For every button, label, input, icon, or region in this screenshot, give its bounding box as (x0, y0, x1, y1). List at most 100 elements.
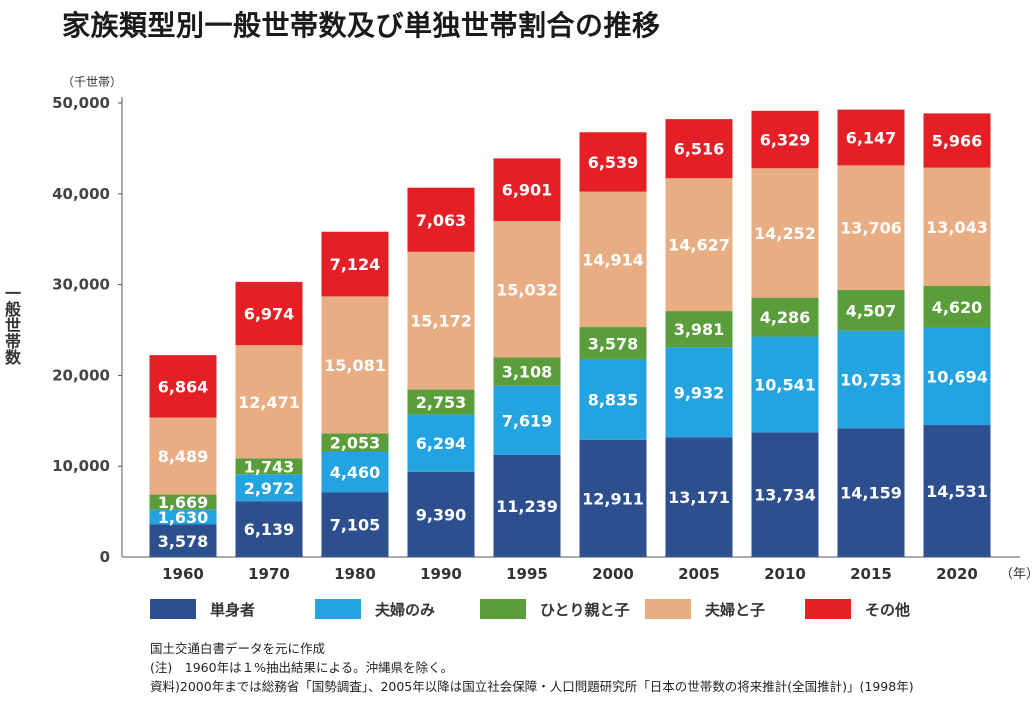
x-tick-label: 2000 (592, 565, 634, 583)
data-label-単身者-2005: 13,171 (668, 488, 730, 507)
bar-ひとり親と子-1990 (407, 389, 475, 415)
bar-その他-2015 (837, 109, 905, 166)
bar-単身者-1995 (493, 454, 561, 557)
data-label-夫婦のみ-2015: 10,753 (840, 371, 902, 390)
data-label-その他-1990: 7,063 (416, 211, 467, 230)
bar-ひとり親と子-2005 (665, 311, 733, 348)
data-label-その他-1960: 6,864 (158, 377, 209, 396)
legend-swatch (480, 599, 526, 619)
y-axis-unit: （千世帯） (62, 75, 122, 89)
bar-夫婦と子-2005 (665, 178, 733, 312)
bar-単身者-2020 (923, 425, 991, 557)
data-label-夫婦と子-1995: 15,032 (496, 280, 558, 299)
data-label-単身者-1960: 3,578 (158, 532, 209, 551)
data-label-夫婦と子-2005: 14,627 (668, 236, 730, 255)
note-data-source: 資料)2000年までは総務省「国勢調査」、2005年以降は国立社会保障・人口問題… (150, 679, 914, 694)
data-label-夫婦と子-2015: 13,706 (840, 219, 902, 238)
bar-夫婦のみ-2005 (665, 347, 733, 438)
legend-label: ひとり親と子 (540, 600, 630, 619)
bar-夫婦と子-1980 (321, 296, 389, 434)
data-label-夫婦のみ-1980: 4,460 (330, 463, 381, 482)
x-tick-label: 1960 (162, 565, 204, 583)
legend-item-夫婦のみ: 夫婦のみ (315, 598, 435, 620)
x-tick-label: 1980 (334, 565, 376, 583)
data-label-夫婦のみ-2005: 9,932 (674, 383, 725, 402)
data-label-夫婦と子-2000: 14,914 (582, 250, 644, 269)
bar-その他-2020 (923, 113, 991, 168)
bar-その他-2000 (579, 132, 647, 192)
x-tick-label: 2005 (678, 565, 720, 583)
y-tick-label: 40,000 (52, 185, 110, 203)
x-axis-unit: （年） (1000, 567, 1036, 582)
data-label-その他-2005: 6,516 (674, 140, 725, 159)
data-label-夫婦と子-2010: 14,252 (754, 224, 816, 243)
chart-title: 家族類型別一般世帯数及び単独世帯割合の推移 (62, 9, 661, 42)
y-tick-label: 50,000 (52, 94, 110, 112)
bar-夫婦と子-2015 (837, 165, 905, 290)
x-tick-label: 2020 (936, 565, 978, 583)
note-caveat: (注) 1960年は１%抽出結果による。沖縄県を除く。 (150, 660, 454, 675)
bar-ひとり親と子-1970 (235, 458, 303, 475)
bar-ひとり親と子-2015 (837, 289, 905, 331)
data-label-ひとり親と子-1995: 3,108 (502, 363, 553, 382)
bar-ひとり親と子-2020 (923, 286, 991, 328)
bar-単身者-2000 (579, 439, 647, 557)
bar-単身者-1960 (149, 524, 217, 557)
bar-ひとり親と子-2010 (751, 297, 819, 337)
y-tick-label: 0 (100, 548, 110, 566)
data-label-その他-2000: 6,539 (588, 153, 639, 172)
data-label-ひとり親と子-2010: 4,286 (760, 308, 811, 327)
bar-夫婦のみ-2015 (837, 330, 905, 429)
data-label-ひとり親と子-1970: 1,743 (244, 457, 295, 476)
legend-swatch (315, 599, 361, 619)
bar-夫婦のみ-1990 (407, 414, 475, 472)
data-label-単身者-2000: 12,911 (582, 489, 644, 508)
data-label-単身者-1990: 9,390 (416, 505, 467, 524)
data-label-夫婦のみ-1990: 6,294 (416, 434, 467, 453)
data-label-夫婦と子-1970: 12,471 (238, 393, 300, 412)
data-label-ひとり親と子-2015: 4,507 (846, 301, 897, 320)
data-label-その他-1995: 6,901 (502, 181, 553, 200)
bars (149, 109, 991, 557)
data-label-その他-1970: 6,974 (244, 305, 295, 324)
data-label-単身者-2020: 14,531 (926, 482, 988, 501)
data-label-夫婦のみ-1970: 2,972 (244, 479, 295, 498)
data-label-夫婦のみ-1960: 1,630 (158, 508, 209, 527)
data-label-その他-2010: 6,329 (760, 131, 811, 150)
bar-その他-1995 (493, 158, 561, 222)
bar-ひとり親と子-1960 (149, 494, 217, 510)
bar-夫婦のみ-2020 (923, 327, 991, 426)
bar-夫婦と子-1995 (493, 221, 561, 358)
data-label-その他-2020: 5,966 (932, 131, 983, 150)
bar-ひとり親と子-2000 (579, 327, 647, 360)
bar-ひとり親と子-1995 (493, 357, 561, 386)
data-label-ひとり親と子-2020: 4,620 (932, 298, 983, 317)
legend-label: 夫婦のみ (375, 600, 436, 619)
bar-夫婦と子-2000 (579, 191, 647, 328)
bar-夫婦と子-2010 (751, 168, 819, 298)
data-label-単身者-2015: 14,159 (840, 484, 902, 503)
y-tick-label: 20,000 (52, 366, 110, 384)
note-source: 国土交通白書データを元に作成 (150, 641, 326, 656)
data-label-ひとり親と子-1990: 2,753 (416, 393, 467, 412)
data-label-その他-1980: 7,124 (330, 255, 381, 274)
bar-単身者-2010 (751, 432, 819, 557)
source-notes: 国土交通白書データを元に作成 (注) 1960年は１%抽出結果による。沖縄県を除… (150, 639, 914, 696)
stacked-bar-chart: （千世帯） 0 10,000 20,000 30,000 40,000 50,000 1960… (52, 75, 1036, 583)
legend-label: 単身者 (210, 600, 256, 619)
bar-ひとり親と子-1980 (321, 433, 389, 452)
data-label-夫婦と子-1980: 15,081 (324, 356, 386, 375)
data-label-夫婦のみ-1995: 7,619 (502, 411, 553, 430)
data-label-夫婦と子-1960: 8,489 (158, 447, 209, 466)
bar-その他-1990 (407, 187, 475, 252)
bar-その他-1980 (321, 231, 389, 297)
data-label-夫婦のみ-2010: 10,541 (754, 375, 816, 394)
data-label-単身者-1995: 11,239 (496, 497, 558, 516)
bar-夫婦のみ-1995 (493, 385, 561, 455)
data-label-単身者-1970: 6,139 (244, 520, 295, 539)
bar-その他-2010 (751, 110, 819, 169)
bar-夫婦のみ-2010 (751, 336, 819, 433)
data-label-夫婦と子-2020: 13,043 (926, 218, 988, 237)
bar-単身者-1970 (235, 501, 303, 557)
bar-その他-1970 (235, 281, 303, 346)
